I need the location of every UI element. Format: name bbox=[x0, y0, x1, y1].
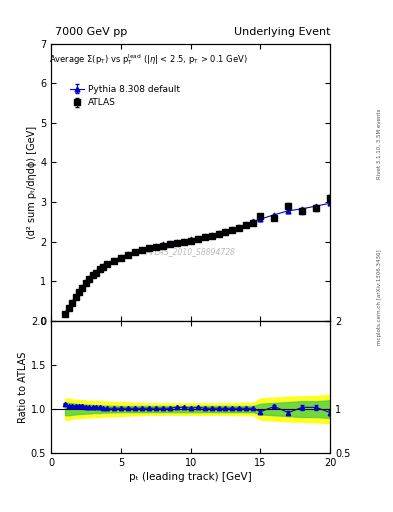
Text: 7000 GeV pp: 7000 GeV pp bbox=[55, 27, 127, 37]
X-axis label: pₜ (leading track) [GeV]: pₜ (leading track) [GeV] bbox=[129, 472, 252, 482]
Y-axis label: Ratio to ATLAS: Ratio to ATLAS bbox=[18, 351, 28, 423]
Text: Underlying Event: Underlying Event bbox=[233, 27, 330, 37]
Text: mcplots.cern.ch [arXiv:1306.3436]: mcplots.cern.ch [arXiv:1306.3436] bbox=[377, 249, 382, 345]
Y-axis label: ⟨d² sum pₜ/dηdϕ⟩ [GeV]: ⟨d² sum pₜ/dηdϕ⟩ [GeV] bbox=[27, 125, 37, 239]
Text: ATLAS_2010_S8894728: ATLAS_2010_S8894728 bbox=[145, 247, 236, 256]
Legend: Pythia 8.308 default, ATLAS: Pythia 8.308 default, ATLAS bbox=[67, 81, 183, 111]
Text: Rivet 3.1.10, 3.5M events: Rivet 3.1.10, 3.5M events bbox=[377, 108, 382, 179]
Text: Average $\Sigma$(p$_{\rm T}$) vs p$_{\rm T}^{\rm lead}$ ($|\eta|$ < 2.5, p$_{\rm: Average $\Sigma$(p$_{\rm T}$) vs p$_{\rm… bbox=[50, 52, 248, 67]
